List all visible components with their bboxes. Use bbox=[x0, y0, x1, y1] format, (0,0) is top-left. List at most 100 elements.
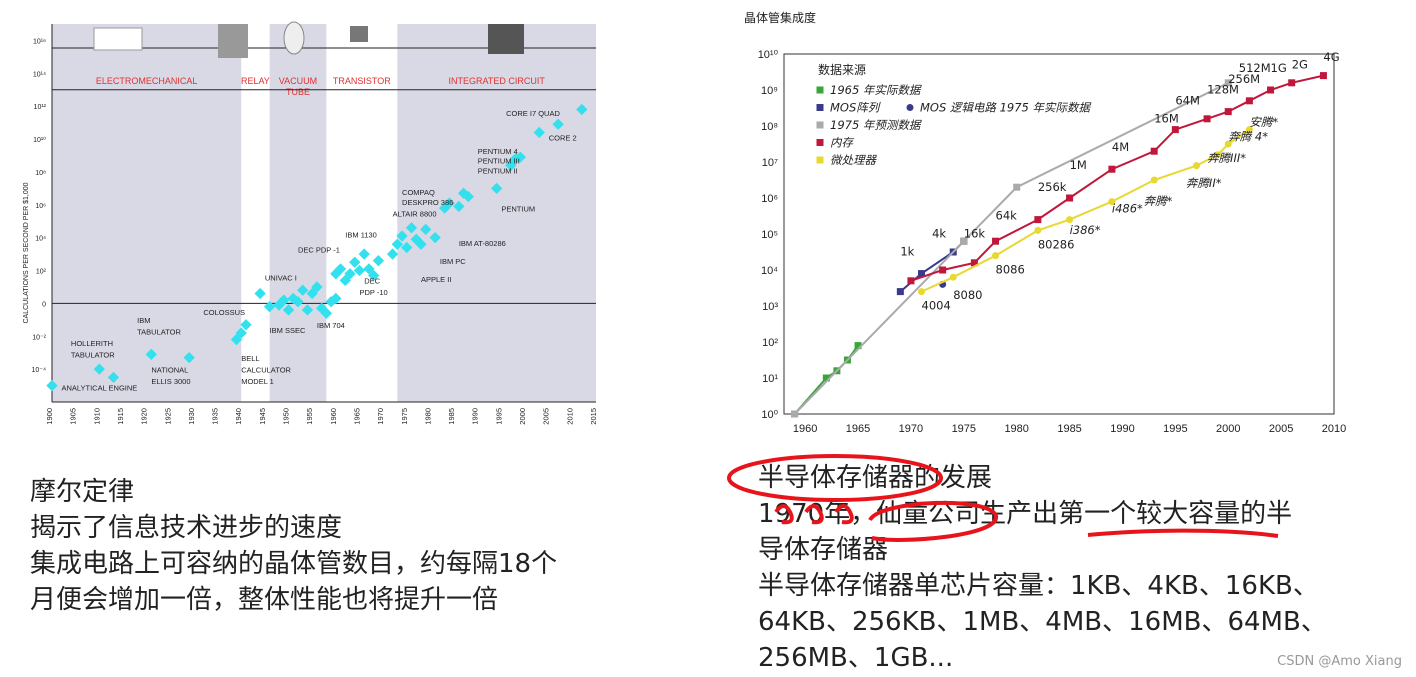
era-label: INTEGRATED CIRCUIT bbox=[448, 76, 545, 86]
point-label: 奔腾III* bbox=[1207, 151, 1246, 165]
point-annotation: PENTIUM bbox=[501, 204, 535, 213]
point-annotation: PDP -10 bbox=[359, 288, 387, 297]
series-point bbox=[1224, 140, 1232, 148]
data-point bbox=[183, 351, 195, 364]
x-tick-label: 1960 bbox=[793, 423, 817, 435]
memory-line-5: 64KB、256KB、1MB、4MB、16MB、64MB、 bbox=[758, 607, 1327, 637]
data-point bbox=[386, 248, 399, 260]
series-point bbox=[970, 259, 978, 267]
data-point bbox=[401, 241, 413, 254]
point-annotation: APPLE II bbox=[421, 275, 451, 284]
legend-marker bbox=[816, 139, 824, 146]
series-point bbox=[1288, 79, 1296, 87]
transistor-picture bbox=[350, 26, 368, 42]
point-label: 512M bbox=[1239, 61, 1271, 75]
series-point bbox=[1245, 97, 1253, 105]
memory-line-3: 导体存储器 bbox=[758, 535, 889, 565]
x-tick-label: 1980 bbox=[1004, 423, 1028, 435]
point-annotation: IBM AT-80286 bbox=[459, 239, 506, 248]
y-tick-label: 10³ bbox=[762, 301, 778, 313]
series-point bbox=[791, 410, 799, 418]
chart-title: 晶体管集成度 bbox=[744, 10, 816, 25]
era-label: RELAY bbox=[241, 76, 270, 86]
point-annotation: DEC bbox=[364, 277, 380, 286]
era-label: VACUUM bbox=[279, 76, 317, 86]
data-point bbox=[282, 304, 295, 316]
point-label: 8086 bbox=[996, 263, 1025, 277]
y-tick-label: 10⁷ bbox=[762, 157, 778, 169]
series-point bbox=[949, 273, 957, 281]
semiconductor-memory-text: 半导体存储器的发展 1970年，仙童公司生产出第一个较大容量的半 导体存储器 半… bbox=[758, 460, 1378, 676]
point-annotation: COLOSSUS bbox=[203, 308, 245, 317]
series-point bbox=[1267, 86, 1275, 94]
x-tick-label: 2005 bbox=[542, 408, 551, 425]
series-point bbox=[1066, 194, 1074, 202]
x-tick-label: 1965 bbox=[846, 423, 870, 435]
point-annotation: HOLLERITH bbox=[71, 339, 113, 348]
point-annotation: CORE I7 QUAD bbox=[506, 109, 560, 118]
y-tick-label: 10² bbox=[762, 337, 778, 349]
point-annotation: UNIVAC I bbox=[265, 273, 297, 282]
y-tick-label: 10⁶ bbox=[35, 203, 46, 210]
series-point bbox=[1066, 216, 1074, 224]
point-label: 4G bbox=[1323, 50, 1339, 64]
point-label: 4M bbox=[1112, 140, 1129, 154]
point-annotation: DESKPRO 386 bbox=[402, 198, 453, 207]
data-point bbox=[429, 231, 441, 244]
x-tick-label: 1935 bbox=[211, 408, 220, 425]
x-tick-label: 1960 bbox=[329, 408, 338, 425]
data-point bbox=[263, 301, 276, 313]
x-tick-label: 1975 bbox=[952, 423, 976, 435]
point-annotation: ELLIS 3000 bbox=[151, 377, 190, 386]
point-annotation: DEC PDP -1 bbox=[298, 245, 340, 254]
series-point bbox=[1150, 147, 1158, 155]
point-annotation: PENTIUM III bbox=[478, 157, 520, 166]
data-point bbox=[405, 222, 418, 234]
point-label: 奔腾* bbox=[1144, 194, 1173, 208]
x-tick-label: 2000 bbox=[518, 408, 527, 425]
data-point bbox=[292, 296, 304, 308]
x-tick-label: 1980 bbox=[423, 408, 432, 425]
series-point bbox=[822, 374, 830, 382]
data-point bbox=[334, 263, 347, 275]
era-label: TRANSISTOR bbox=[333, 76, 391, 86]
legend-marker bbox=[906, 104, 914, 111]
x-tick-label: 1965 bbox=[352, 408, 361, 425]
data-point bbox=[330, 292, 342, 305]
data-point bbox=[235, 327, 247, 339]
data-point bbox=[297, 284, 309, 296]
memory-title: 半导体存储器的发展 bbox=[758, 463, 993, 493]
series-point bbox=[1224, 108, 1232, 116]
point-annotation: NATIONAL bbox=[151, 365, 188, 374]
relay-picture bbox=[218, 24, 248, 58]
x-tick-label: 1985 bbox=[1057, 423, 1081, 435]
legend-label: 微处理器 bbox=[830, 153, 877, 167]
y-axis-label: CALCULATIONS PER SECOND PER $1,000 bbox=[23, 182, 30, 323]
y-tick-label: 10¹² bbox=[34, 104, 47, 111]
series-point bbox=[1034, 226, 1042, 234]
point-label: 4004 bbox=[922, 299, 951, 313]
data-point bbox=[533, 126, 545, 139]
legend-title: 数据来源 bbox=[818, 62, 866, 77]
y-tick-label: 10⁰ bbox=[761, 409, 778, 421]
series-point bbox=[1203, 115, 1211, 123]
point-label: 64M bbox=[1175, 93, 1200, 107]
data-point bbox=[396, 230, 408, 242]
x-tick-label: 1975 bbox=[400, 408, 409, 425]
y-tick-label: 10⁵ bbox=[761, 229, 778, 241]
moores-law-line-2: 揭示了信息技术进步的速度 bbox=[30, 513, 343, 543]
point-annotation: TABULATOR bbox=[71, 351, 115, 360]
data-point bbox=[240, 319, 252, 331]
series-point bbox=[939, 266, 947, 274]
x-tick-label: 1995 bbox=[494, 408, 503, 425]
data-point bbox=[372, 255, 385, 267]
point-annotation: IBM bbox=[137, 316, 150, 325]
era-band bbox=[397, 24, 596, 402]
legend-label: MOS 逻辑电路 1975 年实际数据 bbox=[920, 101, 1092, 115]
point-label: 奔腾 4* bbox=[1228, 129, 1268, 143]
data-point bbox=[301, 304, 314, 316]
y-tick-label: 10⁻⁴ bbox=[32, 367, 47, 374]
data-point bbox=[311, 281, 323, 293]
point-annotation: TABULATOR bbox=[137, 328, 181, 337]
series-point bbox=[1214, 151, 1222, 159]
